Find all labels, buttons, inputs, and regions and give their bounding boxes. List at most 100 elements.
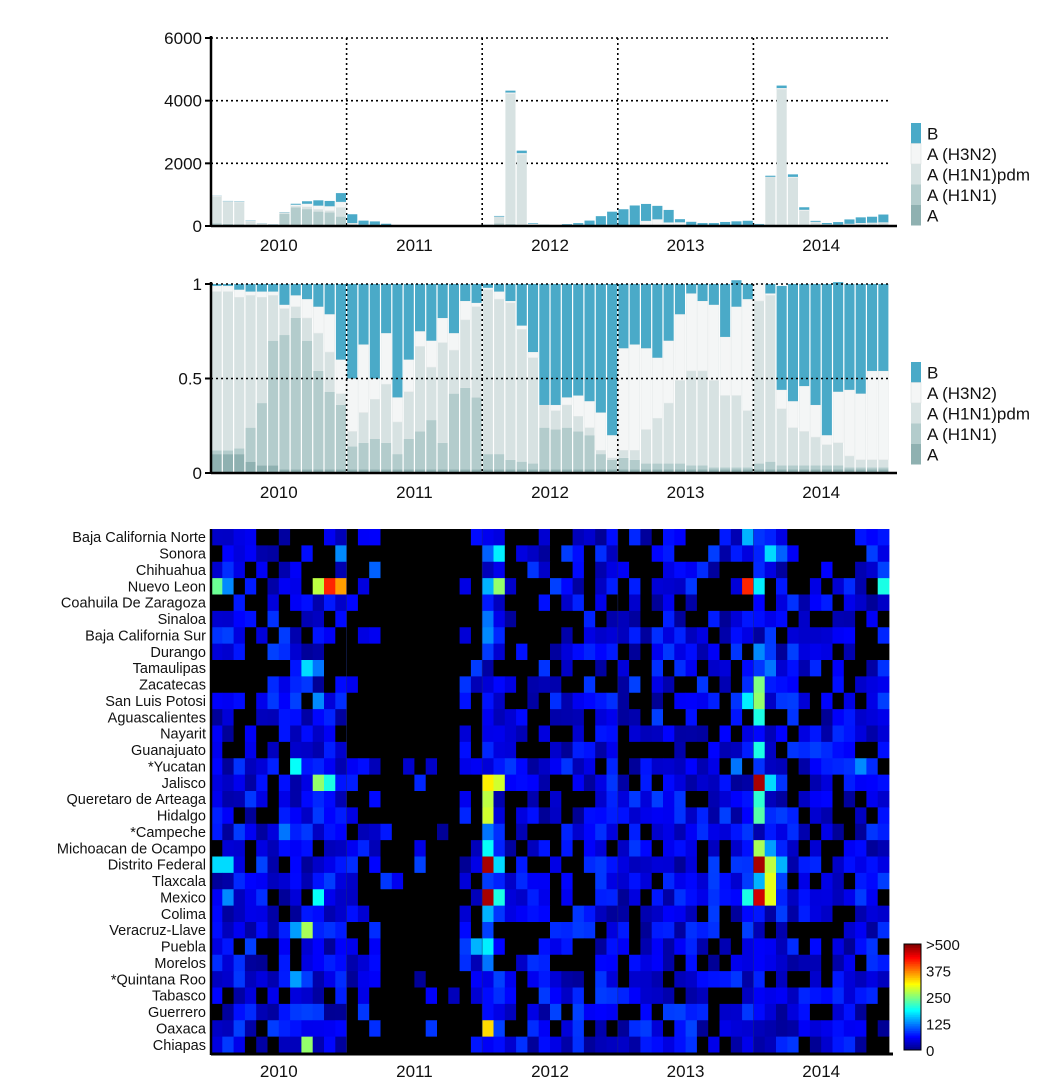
p2-bar-a-h3n2 [369,378,381,400]
heatmap-cell [233,692,246,710]
heatmap-cell [470,725,483,743]
heatmap-cell [651,856,664,874]
colorbar-segment [904,956,921,959]
heatmap-cell [595,529,607,546]
heatmap-cell [776,1020,788,1038]
heatmap-cell [753,987,766,1005]
heatmap-cell [527,938,540,956]
heatmap-cell [583,1003,596,1021]
heatmap-cell [233,1036,246,1054]
heatmap-cell [369,545,381,563]
heatmap-cell [764,709,777,726]
heatmap-cell [278,987,291,1005]
heatmap-cell [290,758,302,776]
heatmap-cell [301,1020,314,1038]
heatmap-cell [595,758,607,776]
heatmap-cell [335,643,347,661]
heatmap-cell [855,529,867,546]
heatmap-cell [640,627,653,645]
heatmap-cell [459,594,472,612]
heatmap-cell [583,889,596,907]
heatmap-cell [866,954,879,972]
heatmap-cell [233,938,246,956]
heatmap-cell [663,660,675,677]
p2-axes [205,282,897,475]
heatmap-cell [798,971,811,988]
heatmap-cell [425,823,438,841]
heatmap-cell [809,578,822,595]
heatmap-cell [742,545,754,563]
heatmap-cell [629,529,641,546]
p2-bar-a-h3n2 [618,348,629,451]
p1-bars [211,85,889,227]
heatmap-cell [516,905,528,923]
heatmap-cell [459,823,472,841]
heatmap-cell [233,889,246,907]
heatmap-cell [211,889,223,907]
heatmap-cell [843,954,856,972]
heatmap-cell [742,807,754,825]
heatmap-cell [685,889,698,907]
heatmap-cell [527,741,540,759]
heatmap-cell [391,676,404,694]
heatmap-cell [414,922,427,939]
heatmap-cell [730,643,743,661]
heatmap-cell [561,971,573,988]
heatmap-cell [403,643,415,661]
p2-bar-b [539,284,550,405]
heatmap-cell [617,823,630,841]
heatmap-cell [719,905,732,923]
heatmap-cell [708,987,720,1005]
heatmap-cell [256,971,268,988]
heatmap-cell [708,872,720,890]
p2-bar-a-h3n2 [324,313,335,353]
heatmap-cell [357,856,370,874]
heatmap-cell [357,643,370,661]
p2-bar-a [268,465,279,473]
p2-bar-b [641,284,652,349]
heatmap-cell [380,676,393,694]
heatmap-cell [708,758,720,776]
heatmap-cell [380,1003,393,1021]
p2-bar-a-h1n1pdm [256,297,267,404]
colorbar-segment [904,1044,921,1047]
heatmap-cell [685,529,698,546]
heatmap-cell [866,971,879,988]
heatmap-cell [211,938,223,956]
heatmap-cell [470,1020,483,1038]
heatmap-cell [437,987,449,1005]
heatmap-cell [866,856,879,874]
p2-bar-a-h1n1 [561,427,572,470]
heatmap-cell [211,807,223,825]
heatmap-cell [346,610,359,628]
heatmap-cell [312,938,325,956]
p2-bar-a-h1n1pdm [505,302,516,460]
heatmap-cell [493,676,506,694]
p2-bar-a-h3n2 [561,397,573,406]
heatmap-cell [414,791,427,808]
heatmap-cell [866,987,879,1005]
heatmap-cell [843,1036,856,1054]
p1-bar-b [313,200,324,206]
heatmap-cell [561,610,573,628]
heatmap-cell [211,971,223,988]
p1-legend-label: A (H1N1)pdm [927,166,1030,185]
heatmap-cell [403,1020,415,1038]
heatmap-cell [550,823,562,841]
heatmap-cell [753,774,766,792]
heatmap-cell [572,840,585,857]
heatmap-cell [527,1020,540,1038]
heatmap-cell [425,709,438,726]
heatmap-cell [493,709,506,726]
heatmap-cell [821,1003,833,1021]
heatmap-cell [877,954,890,972]
heatmap-cell [855,561,867,579]
heatmap-cell [538,823,551,841]
heatmap-cell [267,758,280,776]
p3-x-tick-label: 2012 [531,1062,569,1081]
heatmap-cell [222,905,234,923]
heatmap-cell [606,709,619,726]
heatmap-cell [606,889,619,907]
heatmap-cell [335,987,347,1005]
heatmap-cell [730,660,743,677]
